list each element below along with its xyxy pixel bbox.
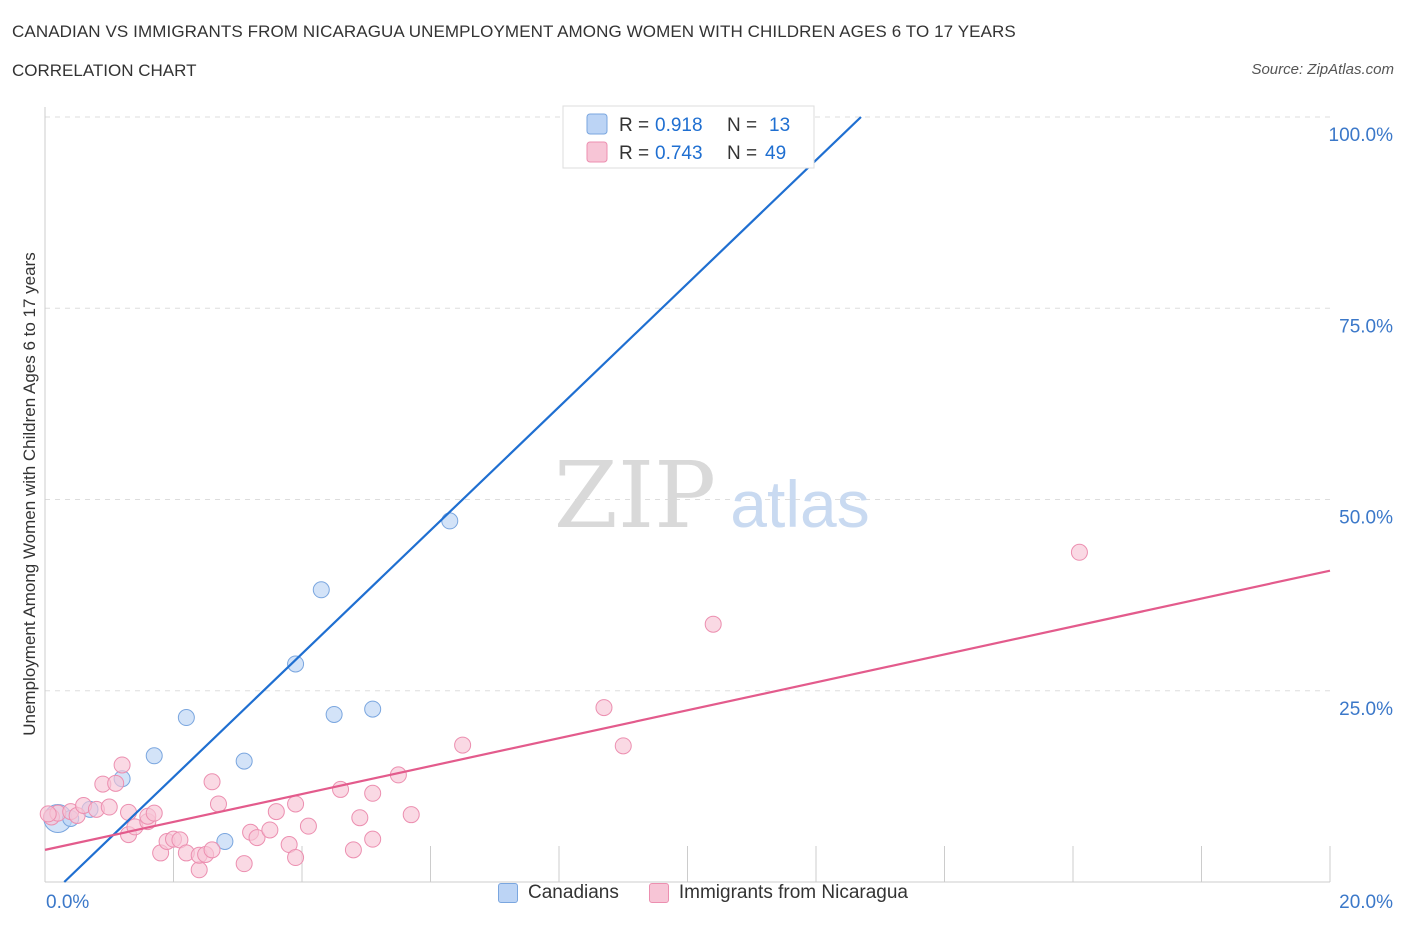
legend-label-nicaragua: Immigrants from Nicaragua <box>678 882 908 903</box>
watermark-zip: ZIP <box>554 442 716 549</box>
data-point-nicaragua <box>454 736 472 754</box>
axes <box>44 107 1331 883</box>
stats-n-label: N = <box>727 143 757 164</box>
stats-r-label: R = <box>619 143 649 164</box>
data-point-nicaragua <box>351 809 369 827</box>
data-point-nicaragua <box>261 821 279 839</box>
stats-swatch-nicaragua <box>586 141 608 163</box>
data-point-nicaragua <box>190 861 208 879</box>
data-point-nicaragua <box>107 774 125 792</box>
data-point-canadians <box>235 752 253 770</box>
data-point-nicaragua <box>402 806 420 824</box>
watermark-atlas: atlas <box>730 467 869 541</box>
data-point-canadians <box>364 700 382 718</box>
x-tick-label: 20.0% <box>1339 892 1393 913</box>
tick-labels: 25.0% 50.0% 75.0% 100.0% 0.0% 20.0% <box>46 125 1393 913</box>
data-point-nicaragua <box>704 615 722 633</box>
x-tick-label: 0.0% <box>46 892 89 913</box>
y-tick-label: 50.0% <box>1339 508 1393 529</box>
y-tick-label: 100.0% <box>1329 125 1394 146</box>
stats-r-value-canadians: 0.918 <box>655 115 703 136</box>
y-axis-label: Unemployment Among Women with Children A… <box>20 252 39 736</box>
trendline-canadians <box>63 116 862 883</box>
data-point-nicaragua <box>113 756 131 774</box>
stats-n-value-canadians: 13 <box>769 115 790 136</box>
data-point-nicaragua <box>248 829 266 847</box>
data-point-nicaragua <box>364 830 382 848</box>
stats-r-label: R = <box>619 115 649 136</box>
data-point-nicaragua <box>287 795 305 813</box>
y-tick-label: 25.0% <box>1339 699 1393 720</box>
data-point-canadians <box>312 581 330 599</box>
y-tick-label: 75.0% <box>1339 316 1393 337</box>
legend-swatch-canadians <box>498 883 519 903</box>
chart-subtitle: CORRELATION CHART <box>12 61 197 80</box>
legend-item-canadians[interactable]: Canadians <box>498 882 619 904</box>
data-point-nicaragua <box>344 841 362 859</box>
data-point-nicaragua <box>209 795 227 813</box>
data-point-nicaragua <box>287 849 305 867</box>
stats-swatch-canadians <box>586 113 608 135</box>
data-point-nicaragua <box>1070 543 1088 561</box>
trendline-nicaragua <box>44 569 1331 851</box>
chart-title: CANADIAN VS IMMIGRANTS FROM NICARAGUA UN… <box>12 22 1016 41</box>
data-point-nicaragua <box>614 737 632 755</box>
data-point-nicaragua <box>39 805 57 823</box>
data-point-nicaragua <box>595 699 613 717</box>
data-point-nicaragua <box>299 817 317 835</box>
stats-n-label: N = <box>727 115 757 136</box>
grid-lines <box>45 116 1330 692</box>
data-point-nicaragua <box>235 855 253 873</box>
stats-r-value-nicaragua: 0.743 <box>655 143 703 164</box>
data-point-nicaragua <box>364 784 382 802</box>
data-point-canadians <box>325 705 343 723</box>
data-point-nicaragua <box>145 804 163 822</box>
data-point-canadians <box>216 832 234 850</box>
data-point-nicaragua <box>203 773 221 791</box>
source-label: Source: ZipAtlas.com <box>1251 61 1394 78</box>
legend-swatch-nicaragua <box>648 883 669 903</box>
data-point-nicaragua <box>120 803 138 821</box>
data-point-nicaragua <box>203 841 221 859</box>
data-point-canadians <box>177 709 195 727</box>
data-point-nicaragua <box>267 803 285 821</box>
data-points <box>39 512 1088 879</box>
chart-legend: Canadians Immigrants from Nicaragua <box>0 882 1406 904</box>
data-point-canadians <box>145 747 163 765</box>
legend-item-nicaragua[interactable]: Immigrants from Nicaragua <box>648 882 908 904</box>
stats-n-value-nicaragua: 49 <box>765 143 786 164</box>
data-point-canadians <box>441 512 459 530</box>
legend-label-canadians: Canadians <box>528 882 619 903</box>
stats-box: R = 0.918 N = 13 R = 0.743 N = 49 <box>562 105 815 169</box>
trendlines <box>44 116 1331 883</box>
data-point-nicaragua <box>100 798 118 816</box>
data-point-canadians <box>287 655 305 673</box>
watermark: ZIP atlas <box>554 442 870 549</box>
